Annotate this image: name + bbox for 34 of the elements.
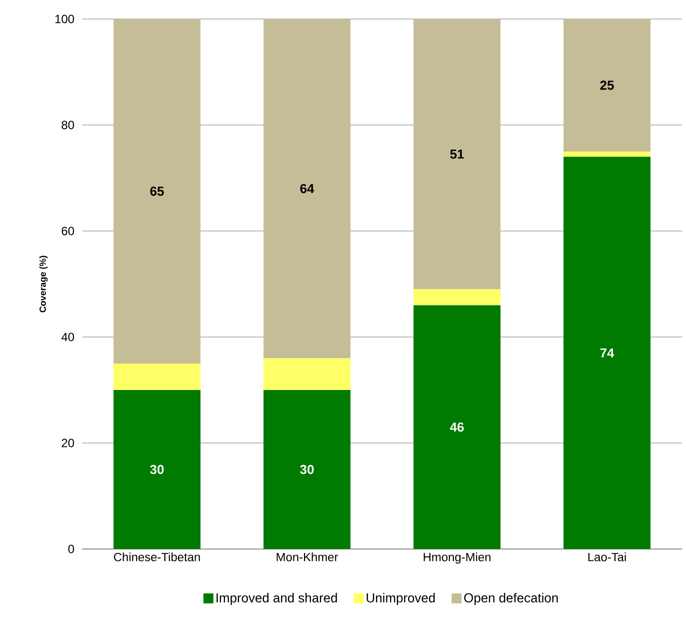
data-label: 30 [300,464,314,474]
y-tick-label: 100 [55,14,74,24]
x-tick-label: Chinese-Tibetan [114,552,200,562]
data-label: 25 [600,80,614,90]
data-label: 65 [150,186,164,196]
bar [264,390,350,549]
y-tick-label: 0 [68,544,74,554]
bar [114,363,200,390]
bar [414,305,501,549]
data-label: 64 [300,184,314,194]
legend-label: Unimproved [366,592,435,606]
data-label: 51 [450,150,464,159]
bar [414,18,501,290]
bar [564,18,651,152]
bar [564,151,651,157]
y-tick-label: 20 [62,438,74,448]
legend-label: Improved and shared [216,592,337,606]
legend-label: Open defecation [464,592,558,606]
data-label: 46 [450,422,464,432]
bar [564,156,651,549]
bar [114,390,200,549]
y-tick-label: 40 [61,332,74,342]
bar [264,18,350,358]
bar [414,289,501,306]
data-label: 30 [150,464,164,474]
y-axis-title: Coverage (%) [39,256,48,312]
data-label: 74 [600,348,614,358]
y-tick-label: 60 [62,226,74,236]
bar [264,358,350,390]
bar [114,18,200,364]
x-tick-label: Hmong-Mien [424,552,490,564]
x-tick-label: Lao-Tai [588,552,626,562]
y-tick-label: 80 [62,120,74,130]
x-tick-label: Mon-Khmer [276,552,338,562]
